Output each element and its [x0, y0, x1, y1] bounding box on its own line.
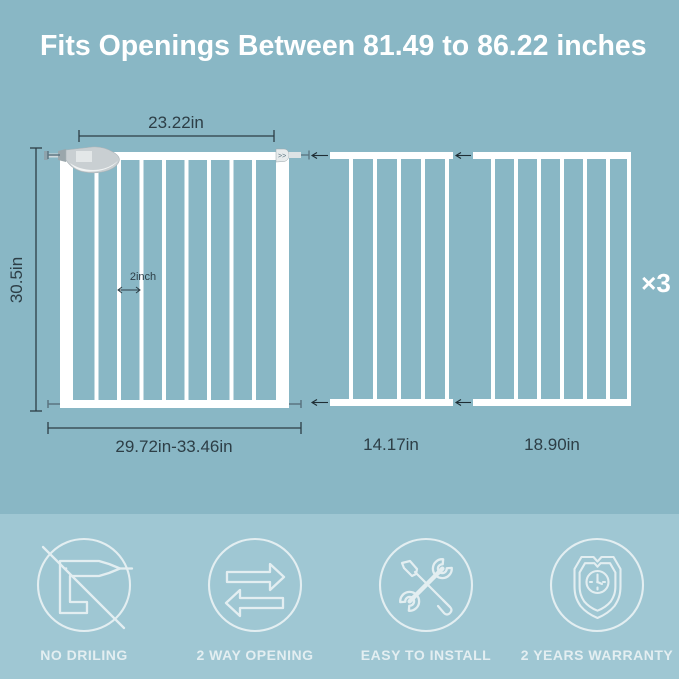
svg-text:2inch: 2inch: [130, 271, 156, 283]
svg-text:29.72in-33.46in: 29.72in-33.46in: [115, 437, 232, 456]
svg-text:18.90in: 18.90in: [524, 435, 580, 454]
svg-text:NO DRILING: NO DRILING: [40, 647, 127, 663]
svg-text:2 WAY OPENING: 2 WAY OPENING: [197, 647, 314, 663]
svg-text:>>: >>: [278, 153, 286, 160]
svg-text:2 YEARS WARRANTY: 2 YEARS WARRANTY: [521, 647, 674, 663]
svg-text:23.22in: 23.22in: [148, 113, 204, 132]
svg-text:×3: ×3: [641, 268, 671, 298]
svg-text:30.5in: 30.5in: [7, 257, 26, 303]
svg-text:14.17in: 14.17in: [363, 435, 419, 454]
svg-text:EASY TO INSTALL: EASY TO INSTALL: [361, 647, 491, 663]
